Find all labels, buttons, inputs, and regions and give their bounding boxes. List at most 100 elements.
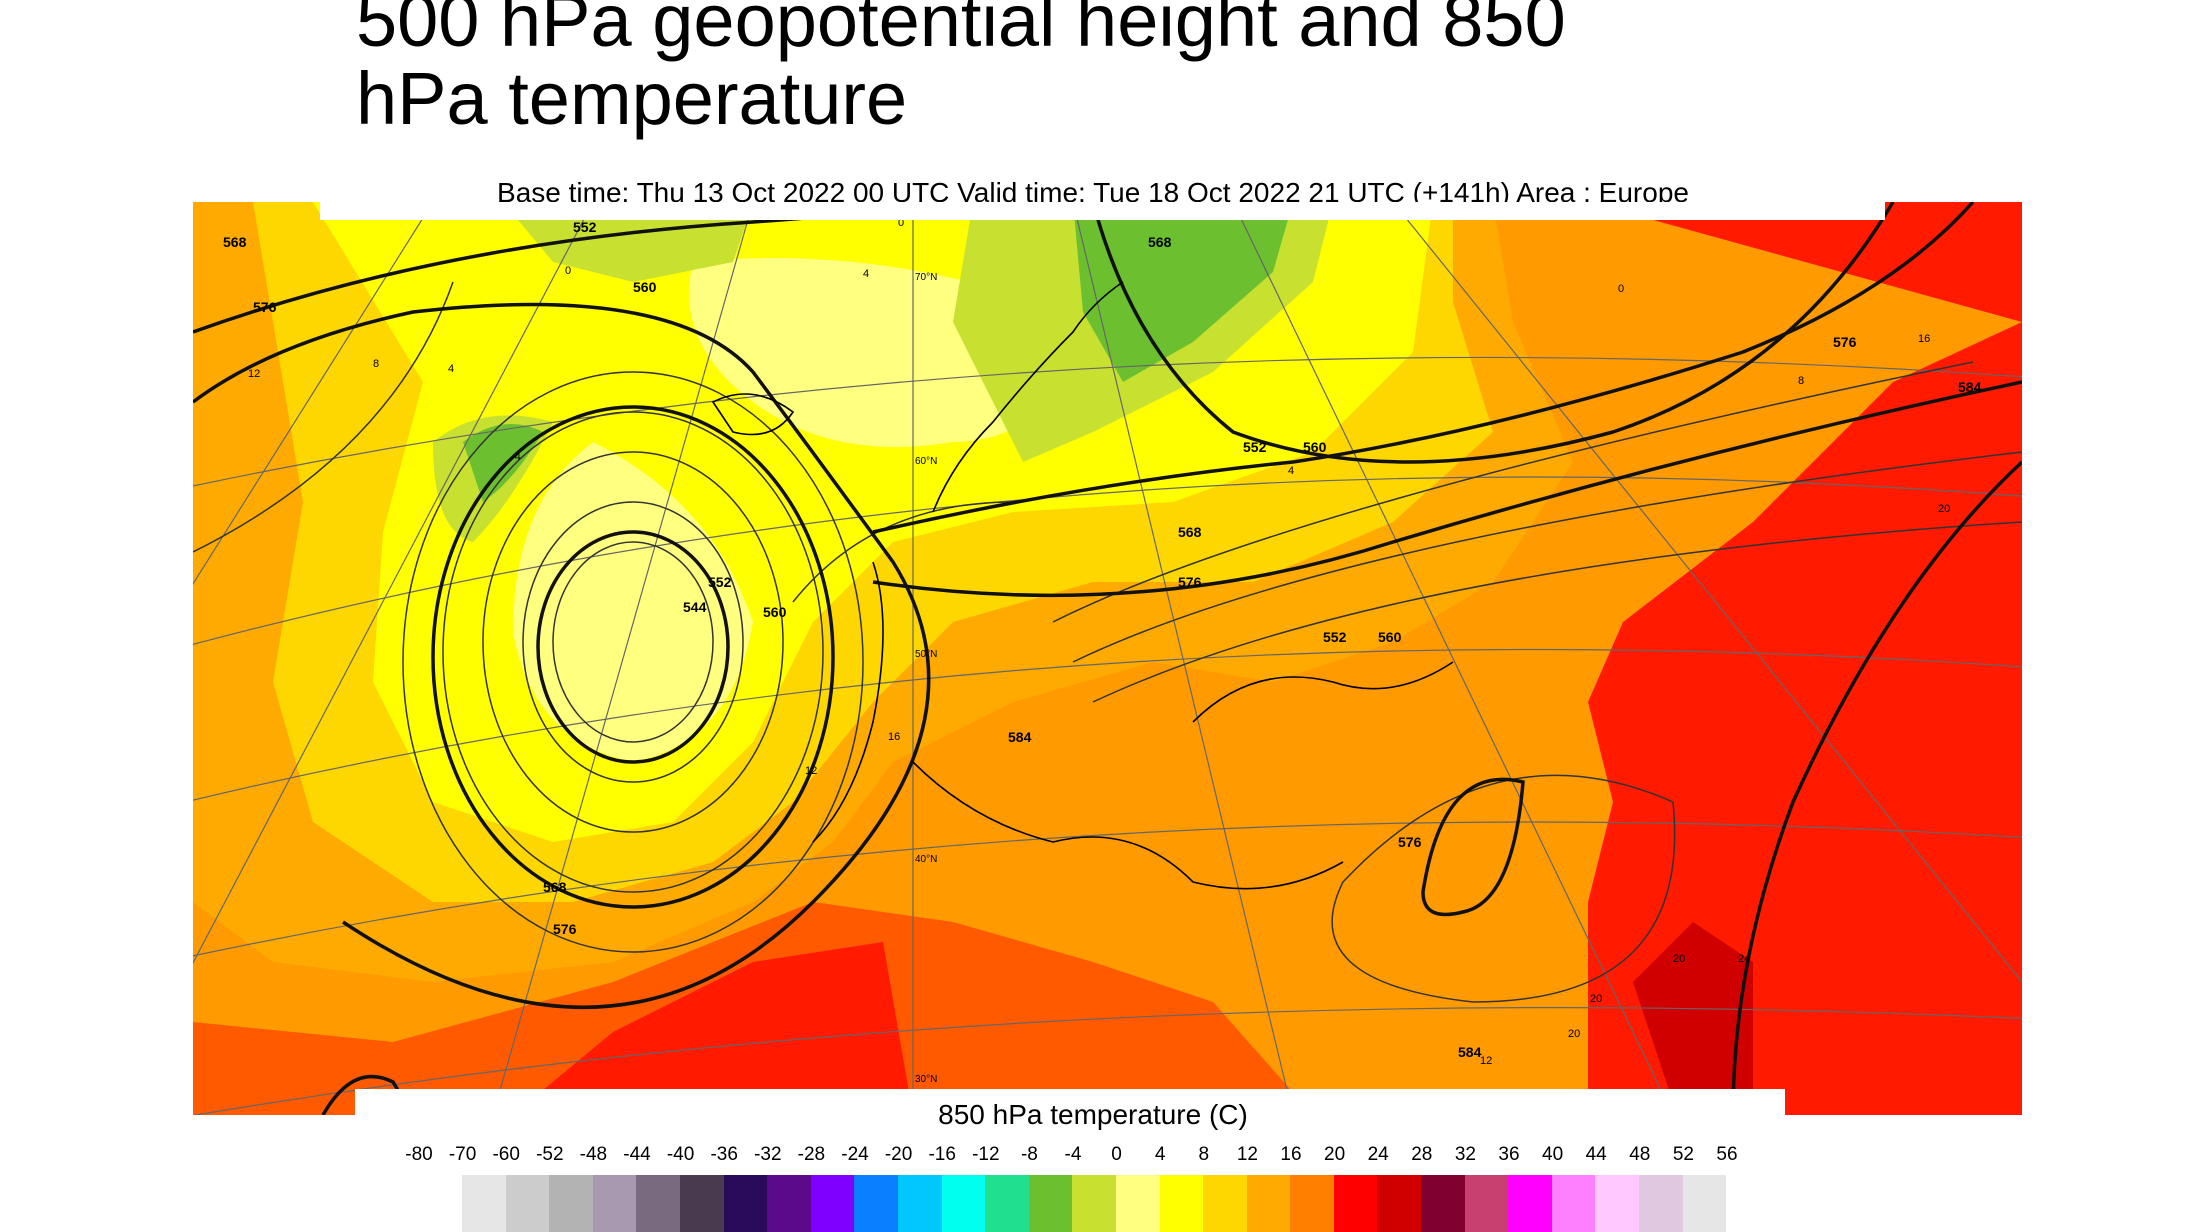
colorbar-swatch: [1464, 1175, 1509, 1232]
contour-label: 576: [553, 921, 577, 937]
colorbar-swatch: [679, 1175, 724, 1232]
temp-region-hot-arabia: [1633, 922, 1753, 1102]
colorbar-tick-label: 20: [1324, 1144, 1346, 1165]
colorbar-swatch: [1421, 1175, 1465, 1232]
colorbar-tick-label: 12: [1236, 1144, 1258, 1165]
lat-label: 70°N: [915, 272, 937, 283]
contour-label: 576: [1398, 834, 1422, 850]
colorbar-tick-label: -80: [405, 1144, 433, 1165]
colorbar-tick-label: 56: [1716, 1144, 1738, 1165]
colorbar-tick-label: -20: [884, 1144, 913, 1165]
colorbar-tick-label: 52: [1672, 1144, 1694, 1165]
contour-label: 544: [683, 599, 707, 615]
temp-region-hot-sahara: [513, 942, 913, 1115]
colorbar-tick-label: 28: [1411, 1144, 1433, 1165]
colorbar-swatch: [636, 1175, 680, 1232]
colorbar-swatch: [1551, 1175, 1596, 1232]
colorbar-swatch: [723, 1175, 768, 1232]
colorbar-swatch: [592, 1175, 637, 1232]
colorbar-title: 850 hPa temperature (C): [938, 1099, 1248, 1130]
colorbar-tick-label: 32: [1454, 1144, 1476, 1165]
contour-label: 584: [1008, 729, 1032, 745]
temp-label: 20: [1568, 1028, 1580, 1040]
colorbar-swatch: [1508, 1175, 1552, 1232]
colorbar-tick-label: 24: [1367, 1144, 1389, 1165]
contour-label-group: 568 576 552 560 568 552 560 544 552 560 …: [223, 219, 1982, 1060]
colorbar-tick-label: -70: [448, 1144, 477, 1165]
temp-label: 8: [1798, 375, 1804, 387]
colorbar-swatch: [1072, 1175, 1116, 1232]
colorbar-swatch: [1333, 1175, 1378, 1232]
colorbar-swatch: [462, 1175, 506, 1232]
thick-contours: [193, 202, 2022, 1115]
colorbar-tick-label: -48: [579, 1144, 608, 1165]
colorbar-tick-label: 8: [1198, 1144, 1210, 1165]
colorbar-swatch: [1028, 1175, 1073, 1232]
coastlines: [711, 281, 1454, 890]
colorbar-swatch: [505, 1175, 550, 1232]
temp-region-lightyellow: [513, 442, 753, 762]
contour-label: 568: [1178, 524, 1202, 540]
contour-label: 576: [1833, 334, 1857, 350]
colorbar-swatch: [1159, 1175, 1204, 1232]
colorbar-tick-label: -52: [536, 1144, 564, 1165]
colorbar-tick-label: -8: [1020, 1144, 1038, 1165]
contour-label: 584: [1458, 1044, 1482, 1060]
temp-label-group: 0 0 4 8 12 -4 4 16 20 16 12 4 0 20 24 20…: [248, 217, 1950, 1067]
colorbar: [462, 1175, 1727, 1232]
temp-label: 0: [1618, 283, 1624, 295]
colorbar-tick-label: 4: [1154, 1144, 1166, 1165]
contour-label: 560: [1378, 629, 1402, 645]
contour-label: 576: [253, 299, 277, 315]
temp-label: 12: [805, 765, 817, 777]
colorbar-ticks: -80 -70 -60 -52 -48 -44 -40 -36 -32 -28 -24 -20 -16-…: [0, 1143, 2186, 1169]
colorbar-tick-label: 0: [1111, 1144, 1122, 1165]
temp-label: 24: [1738, 953, 1750, 965]
colorbar-tick-label: 48: [1629, 1144, 1651, 1165]
weather-map: 568 576 552 560 568 552 560 544 552 560 …: [193, 202, 2022, 1115]
contour-label: 568: [543, 879, 567, 895]
colorbar-swatch: [985, 1175, 1029, 1232]
thin-contours: [193, 281, 2022, 1003]
colorbar-swatch: [1595, 1175, 1640, 1232]
colorbar-swatch: [1115, 1175, 1160, 1232]
colorbar-swatch: [941, 1175, 986, 1232]
temp-label: 16: [888, 731, 900, 743]
contour-label: 560: [1303, 439, 1327, 455]
temp-label: 20: [1938, 503, 1950, 515]
temp-label: 4: [1288, 465, 1294, 477]
colorbar-tick-label: 40: [1542, 1144, 1564, 1165]
temp-label: 12: [248, 368, 260, 380]
contour-label: 552: [573, 219, 597, 235]
contour-label: 560: [633, 279, 657, 295]
colorbar-tick-label: -28: [797, 1144, 826, 1165]
colorbar-tick-label: -32: [754, 1144, 782, 1165]
colorbar-swatch: [1682, 1175, 1727, 1232]
colorbar-tick-label: -24: [841, 1144, 869, 1165]
lat-label-group: 70°N 60°N 50°N 40°N 30°N: [915, 272, 937, 1085]
colorbar-swatch: [1377, 1175, 1422, 1232]
colorbar-swatch: [897, 1175, 942, 1232]
temp-label: 0: [565, 265, 571, 277]
temp-region-green: [1073, 202, 1293, 382]
colorbar-tick-label: -44: [623, 1144, 651, 1165]
contour-label: 552: [1243, 439, 1267, 455]
colorbar-tick-label: 16: [1280, 1144, 1302, 1165]
colorbar-swatch: [1246, 1175, 1291, 1232]
temp-label: 12: [1480, 1055, 1492, 1067]
temp-label: 8: [373, 358, 379, 370]
contour-label: 576: [1178, 574, 1202, 590]
lat-label: 50°N: [915, 649, 937, 660]
colorbar-swatch: [767, 1175, 811, 1232]
colorbar-tick-label: -36: [710, 1144, 738, 1165]
colorbar-tick-label: -16: [928, 1144, 956, 1165]
colorbar-tick-label: -4: [1064, 1144, 1082, 1165]
contour-label: 568: [223, 234, 247, 250]
colorbar-tick-label: -40: [666, 1144, 695, 1165]
colorbar-swatch: [1203, 1175, 1247, 1232]
lat-label: 30°N: [915, 1074, 937, 1085]
temp-label: 4: [448, 363, 454, 375]
lat-label: 60°N: [915, 456, 937, 467]
colorbar-swatch: [810, 1175, 855, 1232]
colorbar-tick-label: 44: [1585, 1144, 1607, 1165]
